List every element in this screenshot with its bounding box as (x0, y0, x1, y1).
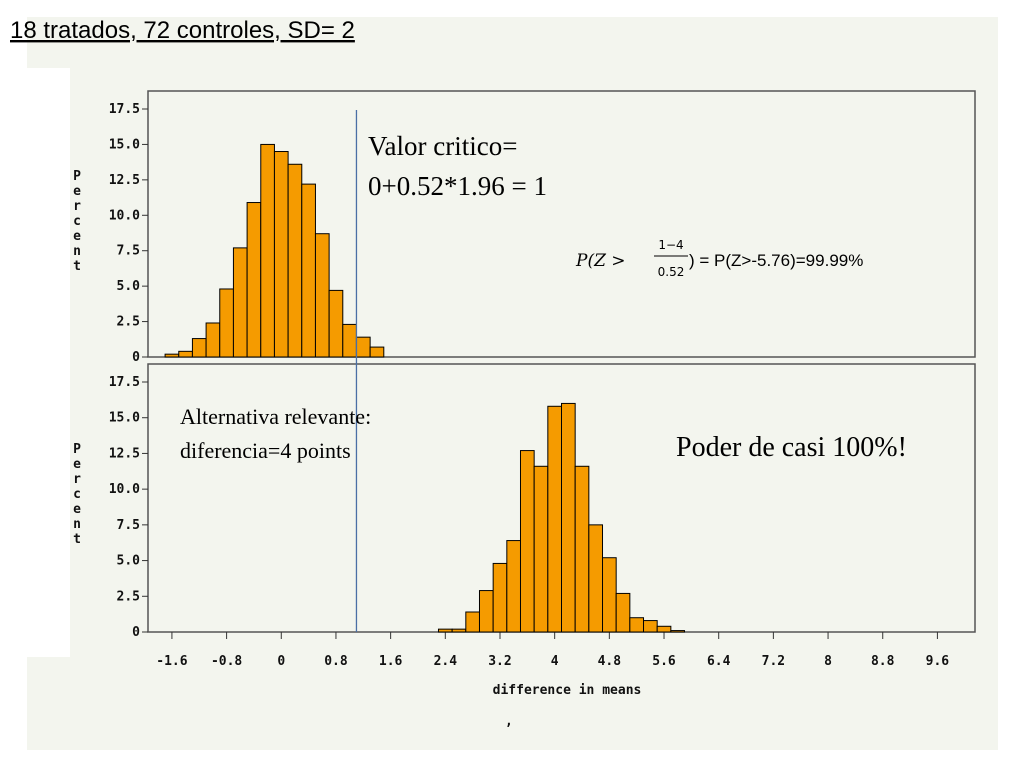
x-tick-label: 8 (824, 654, 832, 669)
bar (670, 630, 686, 633)
y-tick-label: 5.0 (117, 279, 141, 294)
y-tick-label: 0 (132, 625, 140, 640)
bar (561, 402, 576, 633)
bar (260, 143, 275, 358)
y-tick-label: 2.5 (117, 589, 140, 604)
bar (615, 592, 631, 633)
note-text: diferencia=4 points (180, 438, 351, 463)
y-tick-label: 10.0 (109, 208, 140, 223)
bar (246, 202, 262, 358)
y-tick-label: 12.5 (109, 173, 140, 188)
x-tick-label: 1.6 (379, 654, 403, 669)
bar (533, 465, 549, 633)
x-tick-label: 9.6 (926, 654, 950, 669)
bar (519, 450, 535, 633)
bar (465, 611, 480, 633)
slide-title: 18 tratados, 72 controles, SD= 2 (10, 17, 355, 44)
bar (164, 353, 180, 358)
bar (191, 338, 207, 358)
x-tick-label: 5.6 (652, 654, 676, 669)
y-tick-label: 10.0 (109, 482, 140, 497)
bar (328, 289, 344, 358)
bar (574, 465, 590, 633)
bar (369, 346, 385, 358)
bar (547, 405, 562, 633)
x-tick-label: 2.4 (434, 654, 458, 669)
bar (506, 540, 521, 633)
bar (643, 620, 658, 633)
bar (478, 590, 494, 633)
bar (178, 350, 193, 358)
power-text: Poder de casi 100%! (676, 432, 907, 463)
bar (629, 617, 645, 633)
critical-text: 0+0.52*1.96 = 1 (368, 171, 547, 201)
x-tick-label: 0.8 (324, 654, 348, 669)
bar (656, 625, 672, 633)
x-tick-label: 8.8 (871, 654, 895, 669)
y-axis-label: Percent (70, 442, 85, 547)
y-tick-label: 5.0 (117, 554, 141, 569)
footnote: , (505, 714, 513, 729)
bar (314, 233, 330, 358)
y-tick-label: 17.5 (109, 375, 140, 390)
y-axis-label: Percent (70, 169, 85, 274)
bar (232, 247, 248, 358)
formula: 0.52 (658, 265, 685, 279)
bar (301, 183, 316, 358)
bar (219, 288, 234, 358)
formula: ) = P(Z>-5.76)=99.99% (689, 251, 863, 270)
bar (492, 562, 508, 633)
bar (602, 557, 617, 633)
formula: 1−4 (658, 238, 683, 252)
x-tick-label: 6.4 (707, 654, 731, 669)
y-tick-label: 0 (132, 350, 140, 365)
bar (287, 163, 303, 358)
bar (588, 524, 604, 633)
formula: P(Z > (575, 251, 626, 271)
y-tick-label: 15.0 (109, 137, 140, 152)
panel-strip (27, 68, 70, 657)
bar (273, 151, 289, 358)
x-tick-label: 0 (277, 654, 285, 669)
critical-text: Valor critico= (368, 131, 517, 161)
y-tick-label: 2.5 (117, 315, 140, 330)
bar (342, 323, 357, 358)
y-tick-label: 7.5 (117, 244, 140, 259)
x-tick-label: 7.2 (762, 654, 785, 669)
bar (205, 322, 221, 358)
y-tick-label: 15.0 (109, 411, 140, 426)
y-tick-label: 17.5 (109, 102, 140, 117)
bar (451, 628, 467, 633)
note-text: Alternativa relevante: (180, 404, 371, 429)
bar (437, 628, 453, 633)
x-tick-label: -1.6 (156, 654, 187, 669)
bar (355, 336, 371, 358)
y-tick-label: 12.5 (109, 446, 140, 461)
x-tick-label: -0.8 (211, 654, 242, 669)
y-tick-label: 7.5 (117, 518, 140, 533)
x-axis-label: difference in means (493, 683, 642, 698)
x-tick-label: 3.2 (488, 654, 511, 669)
x-tick-label: 4 (551, 654, 559, 669)
x-tick-label: 4.8 (598, 654, 622, 669)
